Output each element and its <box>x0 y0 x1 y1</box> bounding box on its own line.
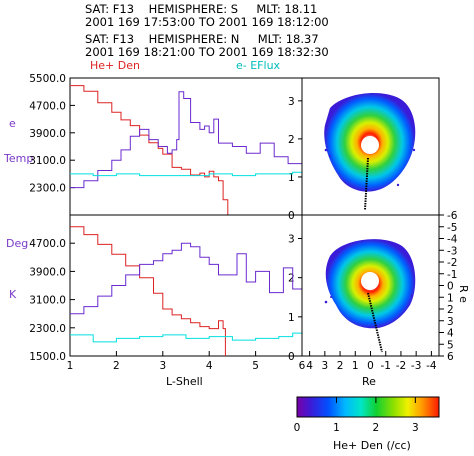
axis-title-temp: Temp <box>3 152 33 165</box>
y-tick-label: 1500.0 <box>29 351 66 363</box>
map-x-tick-label: 4 <box>306 360 313 372</box>
map-right-tick-label: -4 <box>447 234 458 246</box>
colorbar: 0 1 2 3 He+ Den (/cc) <box>294 396 440 452</box>
colorbar-tick-label: 3 <box>412 422 419 434</box>
y-tick-label: 4700.0 <box>29 100 66 112</box>
series-line <box>70 85 229 215</box>
right-tick-label: 0 <box>288 351 295 363</box>
y-tick-label: 4700.0 <box>29 238 66 250</box>
colorbar-label: He+ Den (/cc) <box>333 439 411 452</box>
top-line-panel: 5500.0 4700.0 3900.0 3100.0 2300.0 0 1 2 3 <box>29 73 303 222</box>
map-right-tick-label: 3 <box>447 316 454 328</box>
map-right-tick-label: 4 <box>447 328 454 340</box>
y-tick-label: 3100.0 <box>29 295 66 307</box>
xlabel-lshell: L-Shell <box>166 375 203 388</box>
map-right-tick-label: -1 <box>447 269 457 281</box>
map-right-tick-label: 1 <box>447 292 454 304</box>
right-tick-label: 0 <box>288 210 295 222</box>
map-x-tick-label: -1 <box>380 360 390 372</box>
x-tick-label: 4 <box>206 360 213 372</box>
series-line <box>70 317 303 343</box>
x-tick-label: 1 <box>67 360 74 372</box>
y-tick-label: 2300.0 <box>29 323 66 335</box>
axis-title-e: e <box>9 117 16 130</box>
y-tick-label: 2300.0 <box>29 183 66 195</box>
right-tick-label: 3 <box>288 234 295 246</box>
map-blob-bottom <box>324 239 416 353</box>
series-line <box>70 226 226 356</box>
x-tick-label: 2 <box>113 360 120 372</box>
y-tick-label: 5500.0 <box>29 73 66 85</box>
map-right-tick-label: -5 <box>447 222 457 234</box>
map-right-tick-label: 6 <box>447 351 454 363</box>
map-x-tick-label: 1 <box>352 360 359 372</box>
axis-title-k: K <box>9 288 17 301</box>
colorbar-tick-label: 2 <box>373 422 380 434</box>
right-tick-label: 2 <box>288 134 295 146</box>
bottom-line-panel: 4700.0 3900.0 3100.0 2300.0 1500.0 0 1 2 3 1 2 3 4… <box>29 214 306 388</box>
header-line-3: SAT: F13 HEMISPHERE: N MLT: 18.37 <box>85 32 319 46</box>
map-right-tick-label: -2 <box>447 257 457 269</box>
x-tick-label: 5 <box>252 360 259 372</box>
map-right-tick-label: 2 <box>447 304 454 316</box>
series-line <box>70 163 303 177</box>
right-tick-label: 3 <box>288 96 295 108</box>
map-right-tick-label: -3 <box>447 245 457 257</box>
right-tick-label: 2 <box>288 273 295 285</box>
right-axis-title: R e <box>457 285 470 303</box>
header-line-1: SAT: F13 HEMISPHERE: S MLT: 18.11 <box>85 2 318 16</box>
map-x-tick-label: 2 <box>337 360 344 372</box>
map-x-tick-label: -4 <box>426 360 437 372</box>
map-right-tick-label: -6 <box>447 210 458 222</box>
map-blob-top <box>324 93 416 211</box>
x-tick-label: 3 <box>159 360 166 372</box>
series-line <box>70 242 303 315</box>
map-x-tick-label: -2 <box>396 360 406 372</box>
map-x-tick-label: 3 <box>321 360 328 372</box>
y-tick-label: 3900.0 <box>29 128 66 140</box>
map-right-tick-label: 0 <box>447 281 454 293</box>
y-tick-label: 3100.0 <box>29 155 66 167</box>
header-line-4: 2001 169 18:21:00 TO 2001 169 18:32:30 <box>85 45 329 59</box>
y-tick-label: 3900.0 <box>29 266 66 278</box>
right-tick-label: 1 <box>288 172 295 184</box>
xlabel-re: Re <box>362 375 376 388</box>
legend-he-den: He+ Den <box>90 59 140 72</box>
map-x-tick-label: 0 <box>367 360 374 372</box>
colorbar-tick-label: 1 <box>333 422 340 434</box>
map-x-tick-label: -3 <box>411 360 421 372</box>
map-right-tick-label: 5 <box>447 339 454 351</box>
colorbar-tick-label: 0 <box>294 422 301 434</box>
right-tick-label: 1 <box>288 312 295 324</box>
header-line-2: 2001 169 17:53:00 TO 2001 169 18:12:00 <box>85 15 329 29</box>
x-tick-label: 6 <box>299 360 306 372</box>
series-line <box>70 91 303 189</box>
axis-title-deg: Deg <box>6 237 28 250</box>
legend-e-eflux: e- EFlux <box>236 59 281 72</box>
